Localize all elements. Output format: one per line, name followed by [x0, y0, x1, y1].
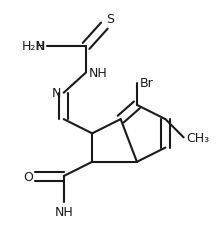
Text: Br: Br	[139, 77, 153, 90]
Text: CH₃: CH₃	[186, 131, 209, 144]
Text: O: O	[23, 170, 33, 183]
Text: H: H	[36, 40, 45, 53]
Text: NH: NH	[89, 67, 107, 79]
Text: S: S	[106, 13, 114, 25]
Text: NH: NH	[54, 205, 73, 218]
Text: H₂N: H₂N	[22, 40, 45, 53]
Text: N: N	[52, 87, 61, 100]
